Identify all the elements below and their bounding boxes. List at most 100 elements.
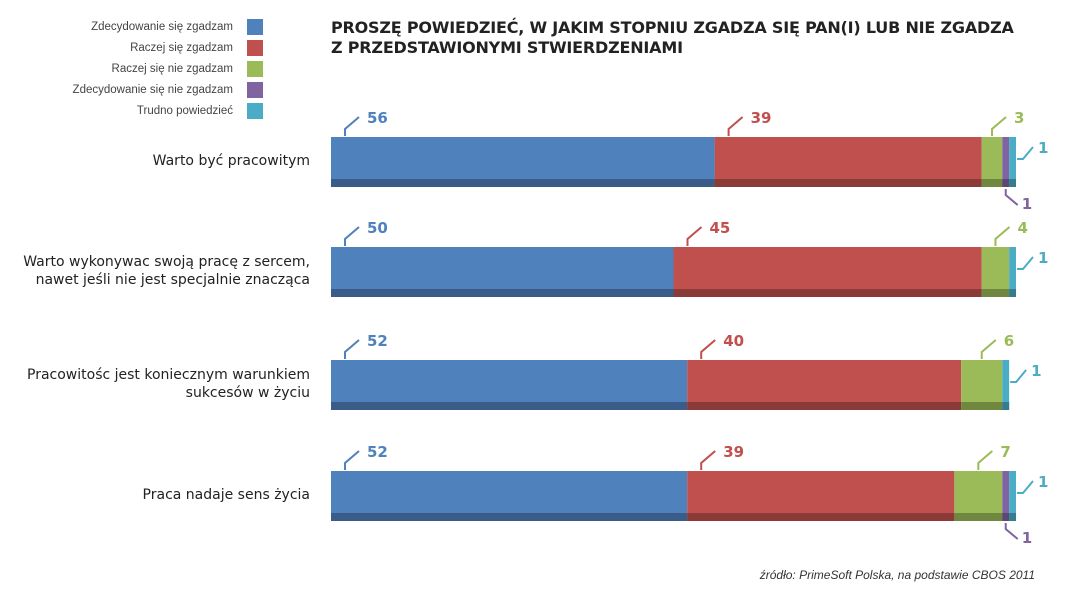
label-leader-line xyxy=(1017,480,1034,494)
chart-title-line-2: Z PRZEDSTAWIONYMI STWIERDZENIAMI xyxy=(331,38,683,57)
data-label: 50 xyxy=(367,219,388,237)
bar-segment-shadow xyxy=(1009,179,1016,187)
data-label: 3 xyxy=(1014,109,1024,127)
category-label: Pracowitośc jest koniecznym warunkiem suk… xyxy=(27,366,310,402)
bar-segment-shadow xyxy=(1002,179,1010,187)
bars-layer xyxy=(331,137,1016,521)
label-leader-line xyxy=(700,339,716,359)
data-label: 52 xyxy=(367,332,388,350)
bar-segment-shadow xyxy=(687,402,962,410)
bar-segment-shadow xyxy=(1002,513,1010,521)
label-leader-line xyxy=(686,226,703,246)
label-leader-line xyxy=(344,450,360,470)
bar-segment xyxy=(714,137,982,187)
data-label: 39 xyxy=(723,443,744,461)
bar-segment-shadow xyxy=(954,513,1003,521)
bar-segment xyxy=(961,360,1003,410)
data-label: 6 xyxy=(1004,332,1014,350)
data-label: 7 xyxy=(1000,443,1010,461)
bar-segment xyxy=(687,471,955,521)
bar-segment xyxy=(1009,471,1016,521)
legend-item: Raczej się zgadzam xyxy=(0,40,263,60)
data-label: 1 xyxy=(1022,195,1032,213)
label-leader-line xyxy=(991,116,1007,136)
data-label: 1 xyxy=(1038,473,1048,491)
source-note: źródło: PrimeSoft Polska, na podstawie C… xyxy=(759,568,1035,582)
data-label: 39 xyxy=(751,109,772,127)
legend-label: Zdecydowanie się zgadzam xyxy=(91,21,233,33)
bar-segment-shadow xyxy=(714,179,982,187)
bar-segment xyxy=(331,360,688,410)
data-label: 1 xyxy=(1031,362,1041,380)
label-leader-line xyxy=(700,450,716,470)
legend-item: Raczej się nie zgadzam xyxy=(0,61,263,81)
data-label: 52 xyxy=(367,443,388,461)
bar-segment-shadow xyxy=(331,402,688,410)
label-leader-line xyxy=(994,226,1011,246)
bar-segment-shadow xyxy=(331,289,674,297)
bar-segment-shadow xyxy=(687,513,955,521)
bar-segment-shadow xyxy=(981,179,1003,187)
legend-item: Trudno powiedzieć xyxy=(0,103,263,123)
label-leader-line xyxy=(344,116,360,136)
label-leader-line xyxy=(1010,369,1027,383)
bar-segment-shadow xyxy=(981,289,1010,297)
legend-label: Raczej się zgadzam xyxy=(130,42,233,54)
bar-segment xyxy=(331,471,688,521)
data-label: 1 xyxy=(1038,249,1048,267)
legend-label: Trudno powiedzieć xyxy=(136,105,233,117)
bar-segment-shadow xyxy=(673,289,982,297)
bar-segment xyxy=(1002,137,1010,187)
data-label: 56 xyxy=(367,109,388,127)
legend-swatch xyxy=(247,61,263,77)
legend-label: Zdecydowanie się nie zgadzam xyxy=(72,84,233,96)
bar-segment-shadow xyxy=(961,402,1003,410)
chart-title: PROSZĘ POWIEDZIEĆ, W JAKIM STOPNIU ZGADZ… xyxy=(331,18,1014,58)
legend-item: Zdecydowanie się zgadzam xyxy=(0,19,263,39)
legend-swatch xyxy=(247,19,263,35)
label-leader-line xyxy=(1017,256,1034,270)
bar-segment-shadow xyxy=(1002,402,1010,410)
category-label-line: Warto być pracowitym xyxy=(152,153,310,169)
bar-segment xyxy=(1009,247,1016,297)
data-label: 4 xyxy=(1017,219,1027,237)
label-leader-line xyxy=(1004,523,1019,540)
data-label: 45 xyxy=(710,219,731,237)
bar-segment xyxy=(673,247,982,297)
category-label: Warto być pracowitym xyxy=(153,152,310,170)
bar-segment xyxy=(981,137,1003,187)
bar-segment xyxy=(981,247,1010,297)
label-leader-line xyxy=(1004,189,1019,206)
bar-segment-shadow xyxy=(1009,513,1016,521)
legend-swatch xyxy=(247,40,263,56)
category-label-line: Pracowitośc jest koniecznym warunkiem xyxy=(27,367,310,383)
label-leader-line xyxy=(1017,146,1034,160)
label-leader-line xyxy=(977,450,993,470)
bar-segment xyxy=(1009,137,1016,187)
bar-segment-shadow xyxy=(331,513,688,521)
data-label: 1 xyxy=(1022,529,1032,547)
bar-segment xyxy=(1002,360,1010,410)
bar-segment xyxy=(687,360,962,410)
chart-title-line-1: PROSZĘ POWIEDZIEĆ, W JAKIM STOPNIU ZGADZ… xyxy=(331,18,1014,37)
bar-segment-shadow xyxy=(331,179,715,187)
legend-item: Zdecydowanie się nie zgadzam xyxy=(0,82,263,102)
category-label-line: nawet jeśli nie jest specjalnie znacząca xyxy=(35,272,310,288)
bar-segment xyxy=(1002,471,1010,521)
category-label: Praca nadaje sens życia xyxy=(143,486,310,504)
bar-segment xyxy=(331,247,674,297)
data-label: 1 xyxy=(1038,139,1048,157)
data-label: 40 xyxy=(723,332,744,350)
label-leader-line xyxy=(344,339,360,359)
legend-swatch xyxy=(247,82,263,98)
label-leader-line xyxy=(980,339,997,359)
bar-segment xyxy=(954,471,1003,521)
bar-segment-shadow xyxy=(1009,289,1016,297)
category-label-line: Warto wykonywac swoją pracę z sercem, xyxy=(23,254,310,270)
legend-swatch xyxy=(247,103,263,119)
label-leader-line xyxy=(344,226,360,246)
category-label-line: Praca nadaje sens życia xyxy=(142,487,310,503)
bar-segment xyxy=(331,137,715,187)
